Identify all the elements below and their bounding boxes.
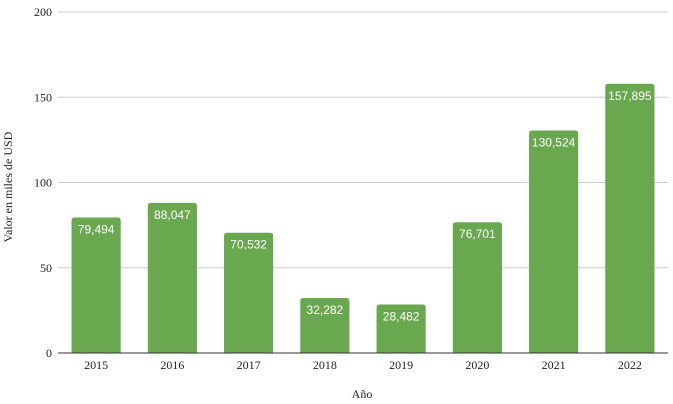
bar-2015: [71, 217, 121, 353]
bar-value-label: 79,494: [78, 222, 115, 236]
bar-value-label: 32,282: [307, 303, 344, 317]
y-tick-label: 150: [34, 90, 52, 104]
bar-data-labels: 79,494 88,047 70,532 32,282 28,482 76,701 130,…: [78, 89, 652, 324]
x-tick-label: 2018: [313, 358, 337, 372]
y-axis-ticks: 0 50 100 150 200: [34, 5, 52, 360]
bar-2022: [605, 83, 655, 353]
y-tick-label: 0: [46, 346, 52, 360]
bar-value-label: 70,532: [230, 238, 267, 252]
bar-2019: [376, 304, 426, 353]
y-axis-title: Valor en miles de USD: [1, 131, 15, 242]
x-tick-label: 2020: [465, 358, 489, 372]
bar-value-label: 130,524: [532, 135, 576, 149]
bar-value-label: 88,047: [154, 208, 191, 222]
x-axis-title: Año: [352, 387, 373, 401]
bar-2016: [147, 202, 197, 353]
bar-value-label: 157,895: [608, 89, 652, 103]
bar-2018: [300, 297, 350, 353]
bar-value-label: 76,701: [459, 227, 496, 241]
bar-value-label: 28,482: [383, 309, 420, 323]
x-tick-label: 2017: [237, 358, 261, 372]
x-tick-label: 2019: [389, 358, 413, 372]
x-axis-ticks: 2015 2016 2017 2018 2019 2020 2021 2022: [84, 358, 642, 372]
x-tick-label: 2015: [84, 358, 108, 372]
x-tick-label: 2021: [542, 358, 566, 372]
y-tick-label: 200: [34, 5, 52, 19]
bar-2021: [529, 130, 579, 353]
x-tick-label: 2022: [618, 358, 642, 372]
bars: [71, 83, 655, 353]
y-tick-label: 50: [40, 261, 52, 275]
bar-2017: [224, 232, 274, 353]
x-tick-label: 2016: [160, 358, 184, 372]
bar-2020: [452, 222, 502, 353]
y-tick-label: 100: [34, 176, 52, 190]
